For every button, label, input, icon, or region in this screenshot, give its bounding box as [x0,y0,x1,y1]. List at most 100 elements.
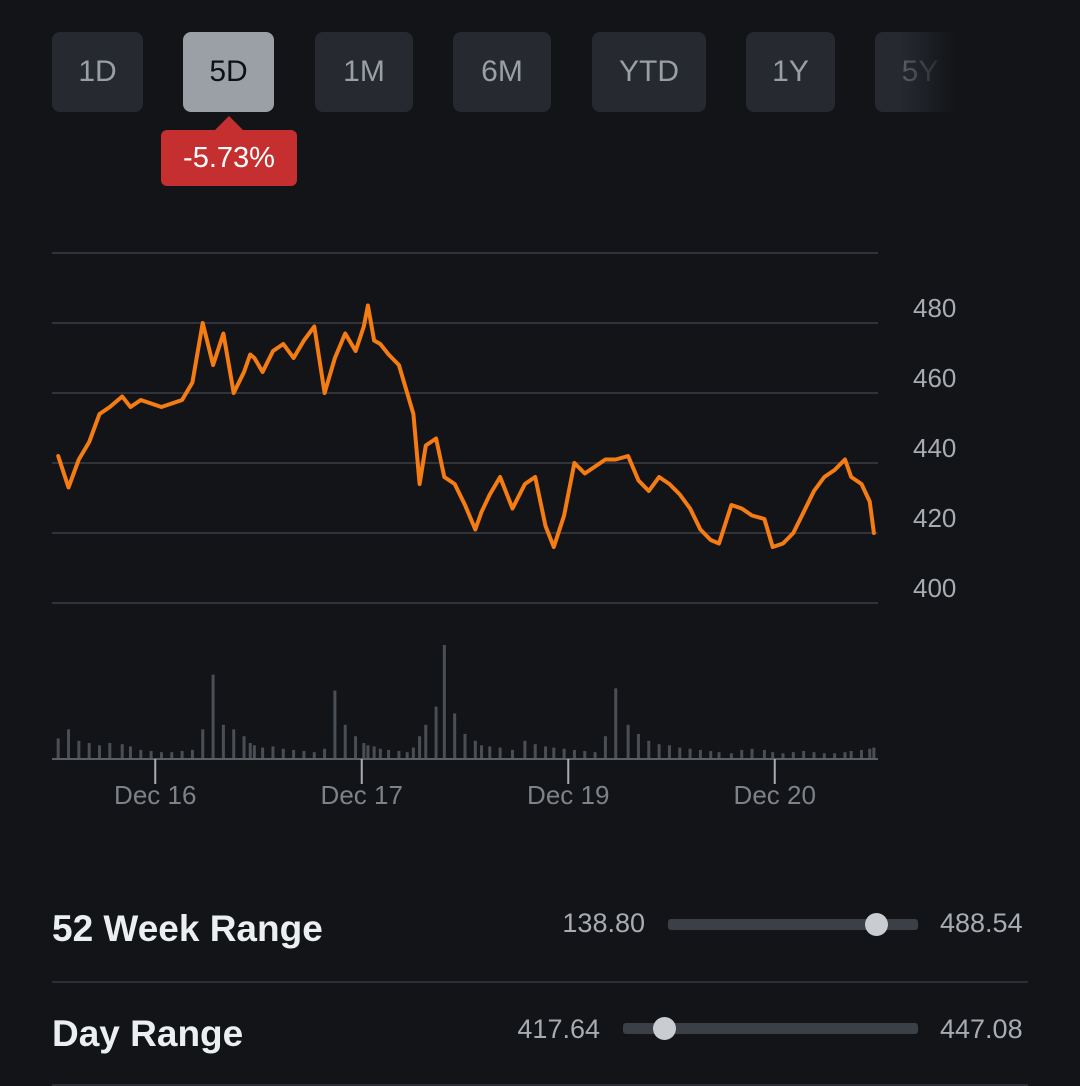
volume-bar [281,748,285,759]
volume-bar [552,747,556,759]
price-line [56,303,876,549]
y-tick-label: 480 [913,293,956,323]
day-range-marker [653,1017,677,1040]
volume-bar [323,748,327,759]
change-badge-pointer [215,116,243,130]
volume-bar [572,749,576,759]
volume-bar [822,753,826,759]
volume-bar [108,743,112,759]
volume-bar [128,746,132,759]
tab-6m[interactable]: 6M [453,32,551,112]
volume-bar [170,752,174,759]
volume-bar [434,706,438,759]
week52-high: 488.54 [940,908,1023,938]
volume-bar [366,745,370,759]
y-tick-label: 400 [913,573,956,603]
volume-bar [139,749,143,759]
volume-bar [211,674,215,759]
x-axis: Dec 16 Dec 17 Dec 19 Dec 20 [52,758,878,810]
y-tick-label: 440 [913,433,956,463]
price-chart[interactable]: 480 460 440 420 400 Dec 16 Dec 17 Dec 19 Dec 20 [0,230,1080,830]
y-tick-label: 460 [913,363,956,393]
volume-bar [626,724,630,759]
volume-bar [698,749,702,759]
volume-bar [812,752,816,759]
volume-bar [354,736,358,759]
volume-bar [397,751,401,759]
tab-5d[interactable]: 5D [183,32,274,112]
volume-bar [405,752,409,759]
volume-bar [480,745,484,759]
volume-bar [510,749,514,759]
volume-bar [159,752,163,759]
volume-bar [232,729,236,759]
chart-gridlines [52,252,878,604]
price-line-group [56,303,876,549]
volume-bar [411,747,415,759]
volume-bar [843,752,847,759]
y-axis-labels: 480 460 440 420 400 [913,293,956,603]
volume-bar [717,752,721,759]
volume-bar [833,753,837,759]
change-percent-badge: -5.73% [161,130,297,186]
tab-ytd[interactable]: YTD [592,32,706,112]
volume-bar [667,745,671,759]
time-range-tabs: 1D 5D 1M 6M YTD 1Y 5Y [0,0,1080,120]
volume-bar [362,743,366,759]
volume-bar [333,690,337,759]
volume-bar [292,749,296,759]
volume-bar [603,736,607,759]
volume-bar [201,729,205,759]
day-range-track [623,1017,918,1040]
day-range-title: Day Range [52,1013,244,1054]
volume-bar [593,752,597,759]
volume-bar [77,740,81,759]
volume-bar [762,749,766,759]
volume-bar [120,744,124,759]
x-tick-label: Dec 19 [527,780,609,810]
volume-bar [802,751,806,759]
volume-bar [271,746,275,759]
week52-range-track [668,913,918,936]
volume-bar [87,743,91,759]
x-tick-label: Dec 17 [321,780,403,810]
volume-bar [463,733,467,759]
volume-bar [544,746,548,759]
volume-bars [56,645,876,759]
volume-bar [562,748,566,759]
volume-bar [583,751,587,759]
volume-bar [180,751,184,759]
volume-bar [859,749,863,759]
volume-bar [872,747,876,759]
stats-divider [52,981,1028,983]
volume-bar [678,747,682,759]
volume-bar [709,751,713,759]
volume-bar [750,748,754,759]
tab-1d[interactable]: 1D [52,32,143,112]
volume-bar [647,740,651,759]
volume-bar [636,733,640,759]
volume-bar [252,745,256,759]
volume-bar [378,748,382,759]
volume-bar [387,749,391,759]
volume-bar [190,749,194,759]
tab-1m[interactable]: 1M [315,32,413,112]
volume-bar [791,752,795,759]
volume-bar [868,748,872,759]
x-tick-label: Dec 16 [114,780,196,810]
volume-bar [302,751,306,759]
volume-bar [261,747,265,759]
volume-bar [523,740,527,759]
volume-bar [453,713,457,759]
volume-bar [488,746,492,759]
volume-bar [498,747,502,759]
tab-1y[interactable]: 1Y [746,32,835,112]
volume-bar [97,745,101,759]
volume-bar [56,738,60,759]
volume-bar [221,724,225,759]
volume-bar [781,753,785,759]
stats-section: 52 Week Range 138.80 488.54 Day Range 41… [0,860,1080,1086]
volume-bar [424,724,428,759]
tabs-fade-overlay [900,28,970,116]
volume-bar [418,736,422,759]
